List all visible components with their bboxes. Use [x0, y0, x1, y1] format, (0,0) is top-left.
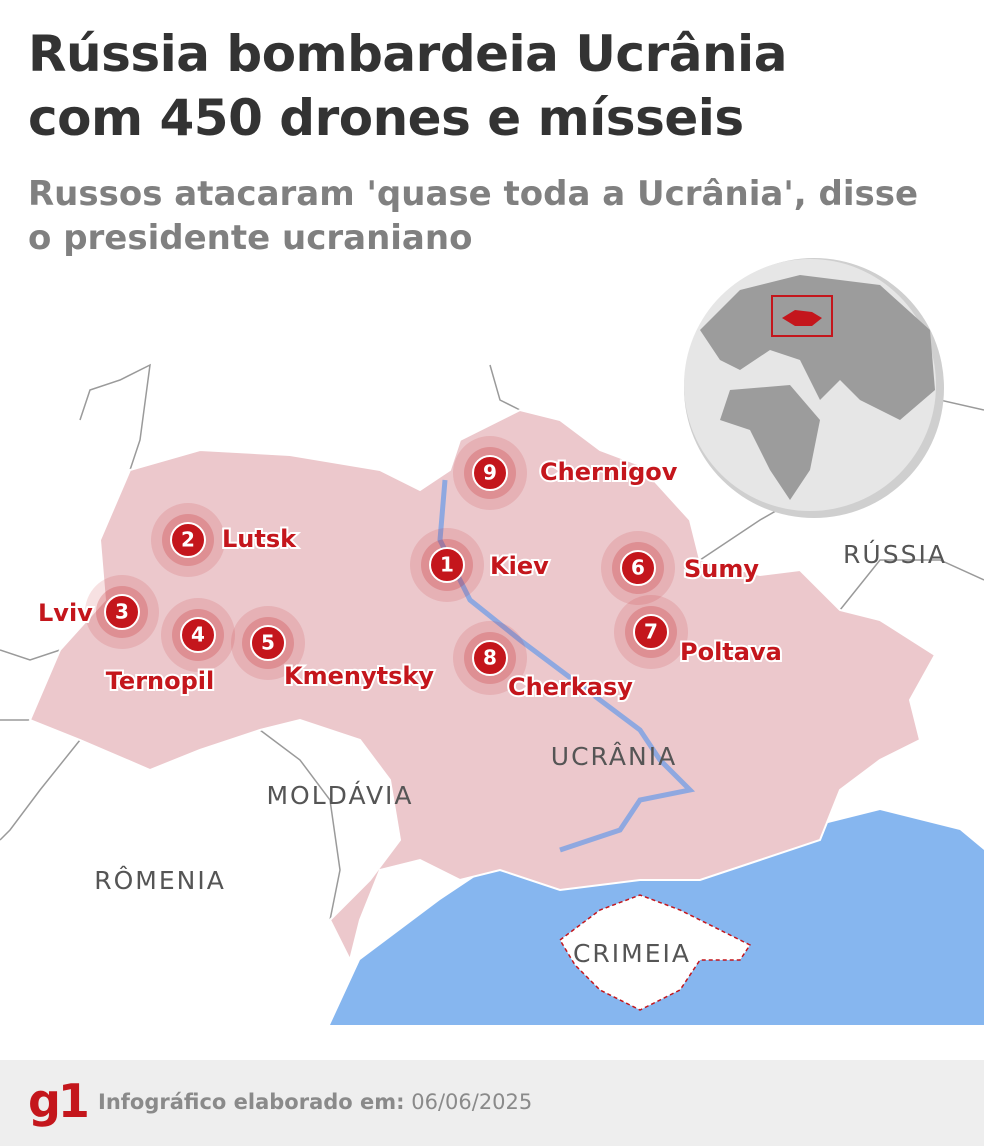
- marker-dot: [170, 522, 206, 558]
- marker-number: 7: [644, 620, 658, 644]
- marker-number: 5: [261, 631, 275, 655]
- crimea: [559, 894, 752, 1011]
- marker-dot: [104, 594, 140, 630]
- city-name: Lutsk: [222, 525, 297, 553]
- city-name: Kiev: [490, 552, 549, 580]
- marker-dot: [472, 455, 508, 491]
- marker-dot: [633, 614, 669, 650]
- marker-number: 3: [115, 600, 129, 624]
- city-marker: 8 Cherkasy: [453, 621, 635, 703]
- credit: Infográfico elaborado em: 06/06/2025: [98, 1090, 532, 1114]
- city-name: Ternopil: [106, 667, 215, 695]
- marker-number: 6: [631, 556, 645, 580]
- map: RÚSSIA UCRÂNIA MOLDÁVIA RÔMENIA CRIMEIA 1 Kie…: [0, 258, 984, 1025]
- city-marker: 5 Kmenytsky: [231, 606, 436, 692]
- region-label: UCRÂNIA: [551, 742, 677, 771]
- marker-dot: [250, 625, 286, 661]
- city-name: Poltava: [680, 638, 782, 666]
- city-name: Chernigov: [540, 458, 678, 486]
- city-marker: 4 Ternopil: [104, 598, 235, 697]
- marker-dot: [429, 547, 465, 583]
- city-marker: 1 Kiev: [410, 528, 551, 602]
- city-marker: 9 Chernigov: [453, 436, 680, 510]
- region-label: RÚSSIA: [843, 539, 947, 569]
- marker-number: 4: [191, 623, 205, 647]
- marker-dot: [620, 550, 656, 586]
- city-name: Cherkasy: [508, 673, 633, 701]
- city-name: Lviv: [38, 599, 93, 627]
- marker-number: 9: [483, 461, 497, 485]
- ukraine: [28, 408, 937, 963]
- region-label: CRIMEIA: [573, 939, 691, 968]
- footer: g1 Infográfico elaborado em: 06/06/2025: [0, 1060, 984, 1146]
- credit-date: 06/06/2025: [411, 1090, 533, 1114]
- river: [437, 479, 696, 853]
- region-label: RÔMENIA: [94, 865, 226, 895]
- marker-number: 8: [483, 646, 497, 670]
- title: Rússia bombardeia Ucrânia com 450 drones…: [28, 25, 787, 147]
- city-name: Kmenytsky: [284, 662, 434, 690]
- globe: [684, 258, 944, 518]
- region-label: MOLDÁVIA: [266, 781, 413, 810]
- marker-number: 2: [181, 528, 195, 552]
- marker-dot: [472, 640, 508, 676]
- credit-label: Infográfico elaborado em:: [98, 1090, 405, 1114]
- logo: g1: [28, 1074, 90, 1128]
- marker-number: 1: [440, 553, 454, 577]
- city-marker: 6 Sumy: [601, 531, 761, 605]
- city-marker: 2 Lutsk: [151, 503, 299, 577]
- marker-dot: [180, 617, 216, 653]
- city-marker: 7 Poltava: [614, 595, 784, 669]
- city-name: Sumy: [684, 555, 759, 583]
- city-marker: 3 Lviv: [36, 575, 159, 649]
- subtitle: Russos atacaram 'quase toda a Ucrânia', …: [28, 174, 919, 258]
